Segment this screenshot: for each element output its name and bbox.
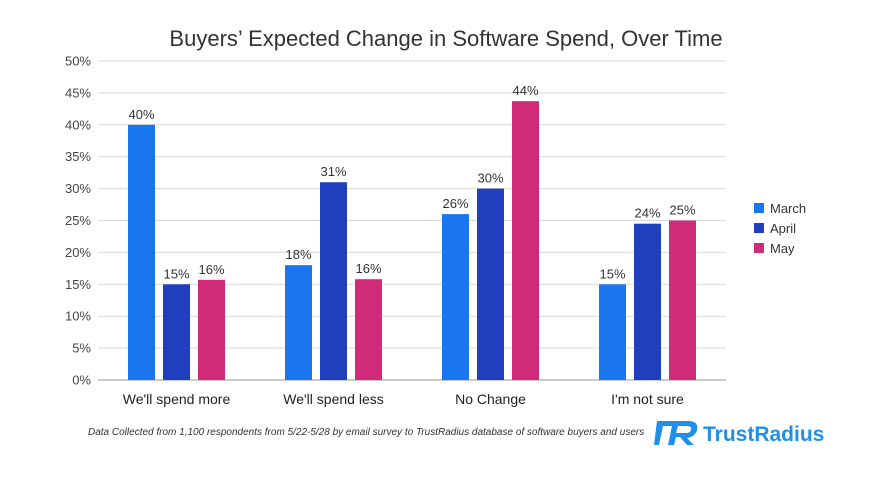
bar-may — [669, 220, 696, 380]
bar-april — [477, 188, 504, 380]
bar-april — [163, 284, 190, 380]
y-tick-label: 50% — [65, 54, 91, 69]
category-label: We'll spend less — [283, 391, 383, 407]
bar-april — [320, 182, 347, 380]
data-label: 24% — [634, 206, 660, 221]
bar-march — [442, 214, 469, 380]
y-tick-label: 40% — [65, 117, 91, 132]
data-label: 16% — [355, 261, 381, 276]
category-label: No Change — [455, 391, 526, 407]
data-label: 30% — [477, 171, 503, 186]
data-label: 15% — [599, 266, 625, 281]
legend-label-march: March — [770, 201, 806, 216]
footnote: Data Collected from 1,100 respondents fr… — [88, 427, 644, 438]
data-label: 15% — [163, 266, 189, 281]
data-label: 18% — [285, 247, 311, 262]
y-tick-label: 5% — [72, 341, 91, 356]
y-tick-label: 30% — [65, 181, 91, 196]
data-label: 25% — [669, 203, 695, 218]
legend-swatch-may — [754, 243, 764, 253]
y-tick-label: 45% — [65, 85, 91, 100]
bars — [128, 101, 696, 380]
legend-swatch-march — [754, 203, 764, 213]
bar-may — [198, 279, 225, 380]
y-tick-label: 10% — [65, 309, 91, 324]
y-tick-label: 35% — [65, 149, 91, 164]
legend: March April May — [754, 201, 806, 256]
bar-may — [512, 101, 539, 380]
y-tick-label: 20% — [65, 245, 91, 260]
y-tick-label: 25% — [65, 213, 91, 228]
bar-march — [599, 284, 626, 380]
data-labels: 40% 15% 16% 18% 31% 16% 26% 30% 44% 15% 24% 25% — [128, 83, 695, 281]
data-label: 44% — [512, 83, 538, 98]
data-label: 31% — [320, 164, 346, 179]
category-label: We'll spend more — [123, 391, 231, 407]
y-tick-label: 0% — [72, 373, 91, 388]
brand-logo: TrustRadius — [654, 421, 824, 446]
brand-name: TrustRadius — [703, 423, 824, 446]
bar-may — [355, 279, 382, 380]
y-tick-label: 15% — [65, 277, 91, 292]
data-label: 40% — [128, 107, 154, 122]
data-label: 26% — [442, 196, 468, 211]
bar-march — [128, 124, 155, 380]
y-axis-ticks: 0% 5% 10% 15% 20% 25% 30% 35% 40% 45% 50% — [65, 54, 91, 388]
trustradius-logo-icon — [654, 421, 698, 445]
legend-label-may: May — [770, 241, 795, 256]
x-axis-categories: We'll spend more We'll spend less No Chang… — [123, 391, 684, 407]
data-label: 16% — [198, 262, 224, 277]
legend-swatch-april — [754, 223, 764, 233]
chart-title: Buyers’ Expected Change in Software Spen… — [169, 26, 722, 51]
bar-april — [634, 223, 661, 380]
bar-march — [285, 265, 312, 380]
category-label: I'm not sure — [611, 391, 684, 407]
legend-label-april: April — [770, 221, 796, 236]
gridlines — [98, 60, 726, 381]
